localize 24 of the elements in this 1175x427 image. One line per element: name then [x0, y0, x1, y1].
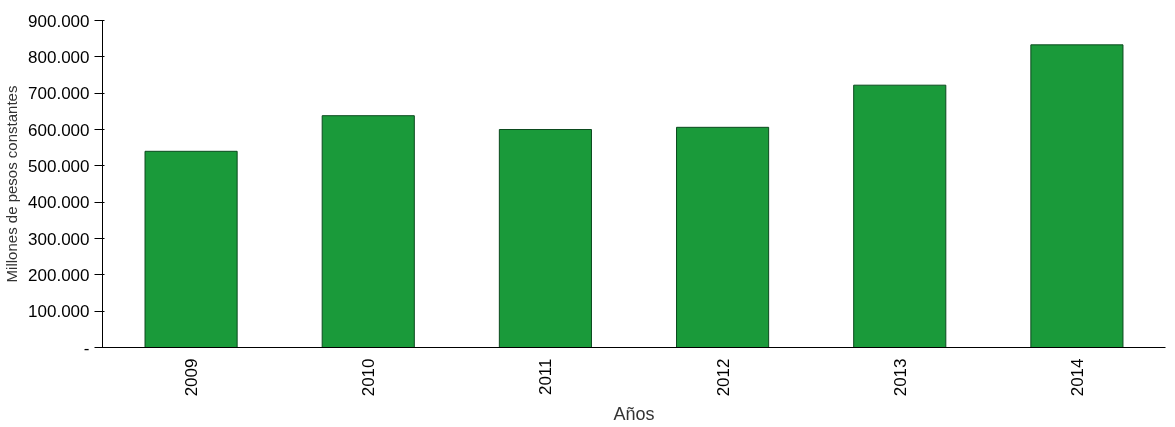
y-tick-label: 300.000: [28, 229, 90, 249]
y-tick-label: 100.000: [28, 302, 90, 322]
bar: [321, 115, 415, 348]
x-tick-label: 2014: [1067, 358, 1087, 397]
y-tick-label: 400.000: [28, 193, 90, 213]
bar: [498, 129, 592, 348]
y-tick-label: 900.000: [28, 11, 90, 31]
y-axis-title: Millones de pesos constantes: [3, 85, 21, 283]
y-tick-label: 600.000: [28, 120, 90, 140]
x-tick-label: 2012: [713, 358, 733, 397]
y-tick-label: 700.000: [28, 84, 90, 104]
x-axis-title: Años: [613, 404, 655, 425]
bar: [144, 150, 238, 348]
bar: [1030, 44, 1124, 348]
bar: [676, 126, 770, 348]
bar: [853, 84, 947, 348]
y-tick-label: 200.000: [28, 265, 90, 285]
y-tick-label: -: [83, 338, 90, 358]
x-tick-label: 2010: [359, 358, 379, 397]
x-tick-label: 2009: [182, 358, 202, 397]
x-tick-label: 2011: [536, 358, 556, 396]
y-tick-label: 800.000: [28, 47, 90, 67]
y-tick-label: 500.000: [28, 156, 90, 176]
x-tick-label: 2013: [890, 358, 910, 397]
